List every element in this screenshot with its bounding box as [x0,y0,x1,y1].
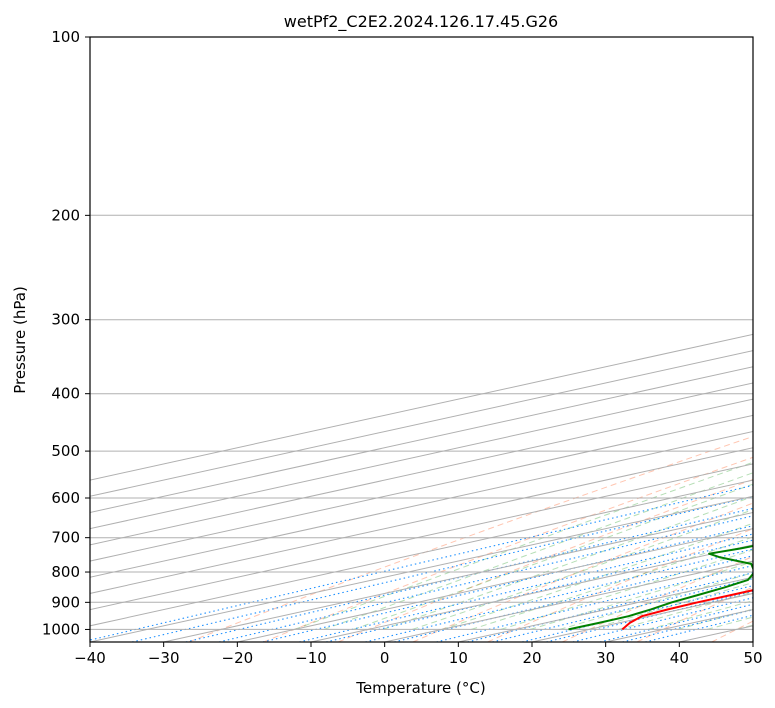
isotherm-line [90,366,753,513]
moist-adiabat-line [706,616,753,630]
y-axis: 100 200 300 400 500 600 700 800 900 1000 [42,28,90,638]
mixing-ratio-line [436,564,753,642]
chart-title: wetPf2_C2E2.2024.126.17.45.G26 [284,12,558,32]
x-tick-label: 30 [596,649,615,667]
moist-adiabat-line [736,624,753,630]
y-tick-label: 800 [51,563,80,581]
y-tick-label: 300 [51,311,80,329]
y-tick-label: 200 [51,206,80,224]
moist-adiabat-line [441,522,753,630]
isotherm-line [90,382,753,530]
isotherm-line [163,511,753,642]
dry-adiabat-line [487,528,753,642]
background-lines [90,435,753,642]
x-tick-label: −30 [148,649,180,667]
x-axis: −40 −30 −20 −10 0 10 20 30 40 50 [74,642,763,667]
moist-adiabat-line [559,572,753,630]
y-tick-label: 900 [51,593,80,611]
isotherm-line [90,350,753,497]
y-tick-label: 100 [51,28,80,46]
series-lines [568,545,753,631]
mixing-ratio-line [185,507,753,642]
y-axis-title: Pressure (hPa) [11,286,29,394]
isotherm-line [384,560,753,642]
dry-adiabat-line [412,502,753,642]
mixing-ratio-line [492,578,753,642]
moist-adiabat-line [618,591,753,630]
grid-lines [90,37,753,642]
y-tick-label: 1000 [42,620,80,638]
dry-adiabat-line [188,435,753,642]
x-tick-label: 10 [449,649,468,667]
moist-adiabat-line [353,483,753,630]
isotherm-line [531,592,753,642]
moist-adiabat-line [412,509,753,630]
isotherm-line [90,431,753,578]
isotherm-line [90,495,753,642]
x-tick-label: 0 [380,649,390,667]
isotherm-line [90,414,753,562]
x-tick-label: 20 [522,649,541,667]
mixing-ratio-line [467,572,753,642]
y-tick-label: 500 [51,442,80,460]
moist-adiabat-line [530,561,753,630]
isotherm-line [90,447,753,594]
x-tick-label: 50 [743,649,762,667]
plot-frame [89,36,754,643]
isotherm-line [237,528,753,642]
y-tick-label: 400 [51,385,80,403]
mixing-ratio-line [365,548,753,642]
moist-adiabat-line [294,461,753,630]
x-tick-label: −20 [222,649,254,667]
moist-adiabat-line [471,536,753,630]
dry-adiabat-line [263,456,753,642]
moist-adiabat-line [382,495,753,630]
y-tick-label: 600 [51,489,80,507]
dry-adiabat-line [562,555,753,642]
mixing-ratio-line [131,495,753,642]
isotherm-line [310,544,753,642]
isotherm-line [90,333,753,481]
mixing-ratio-line [90,484,753,641]
isotherm-line [90,398,753,546]
x-tick-label: −40 [74,649,106,667]
dry-adiabat-line [636,586,753,642]
isotherm-line [90,479,753,627]
moist-adiabat-line [588,582,753,630]
x-tick-label: 40 [670,649,689,667]
moist-adiabat-line [323,472,753,630]
x-tick-label: −10 [295,649,327,667]
y-tick-label: 700 [51,529,80,547]
isotherm-line [752,641,753,642]
moist-adiabat-line [677,608,753,630]
isotherm-line [90,463,753,611]
mixing-ratio-line [218,515,753,642]
dewpoint-line [568,545,753,631]
x-axis-title: Temperature (°C) [355,679,485,697]
